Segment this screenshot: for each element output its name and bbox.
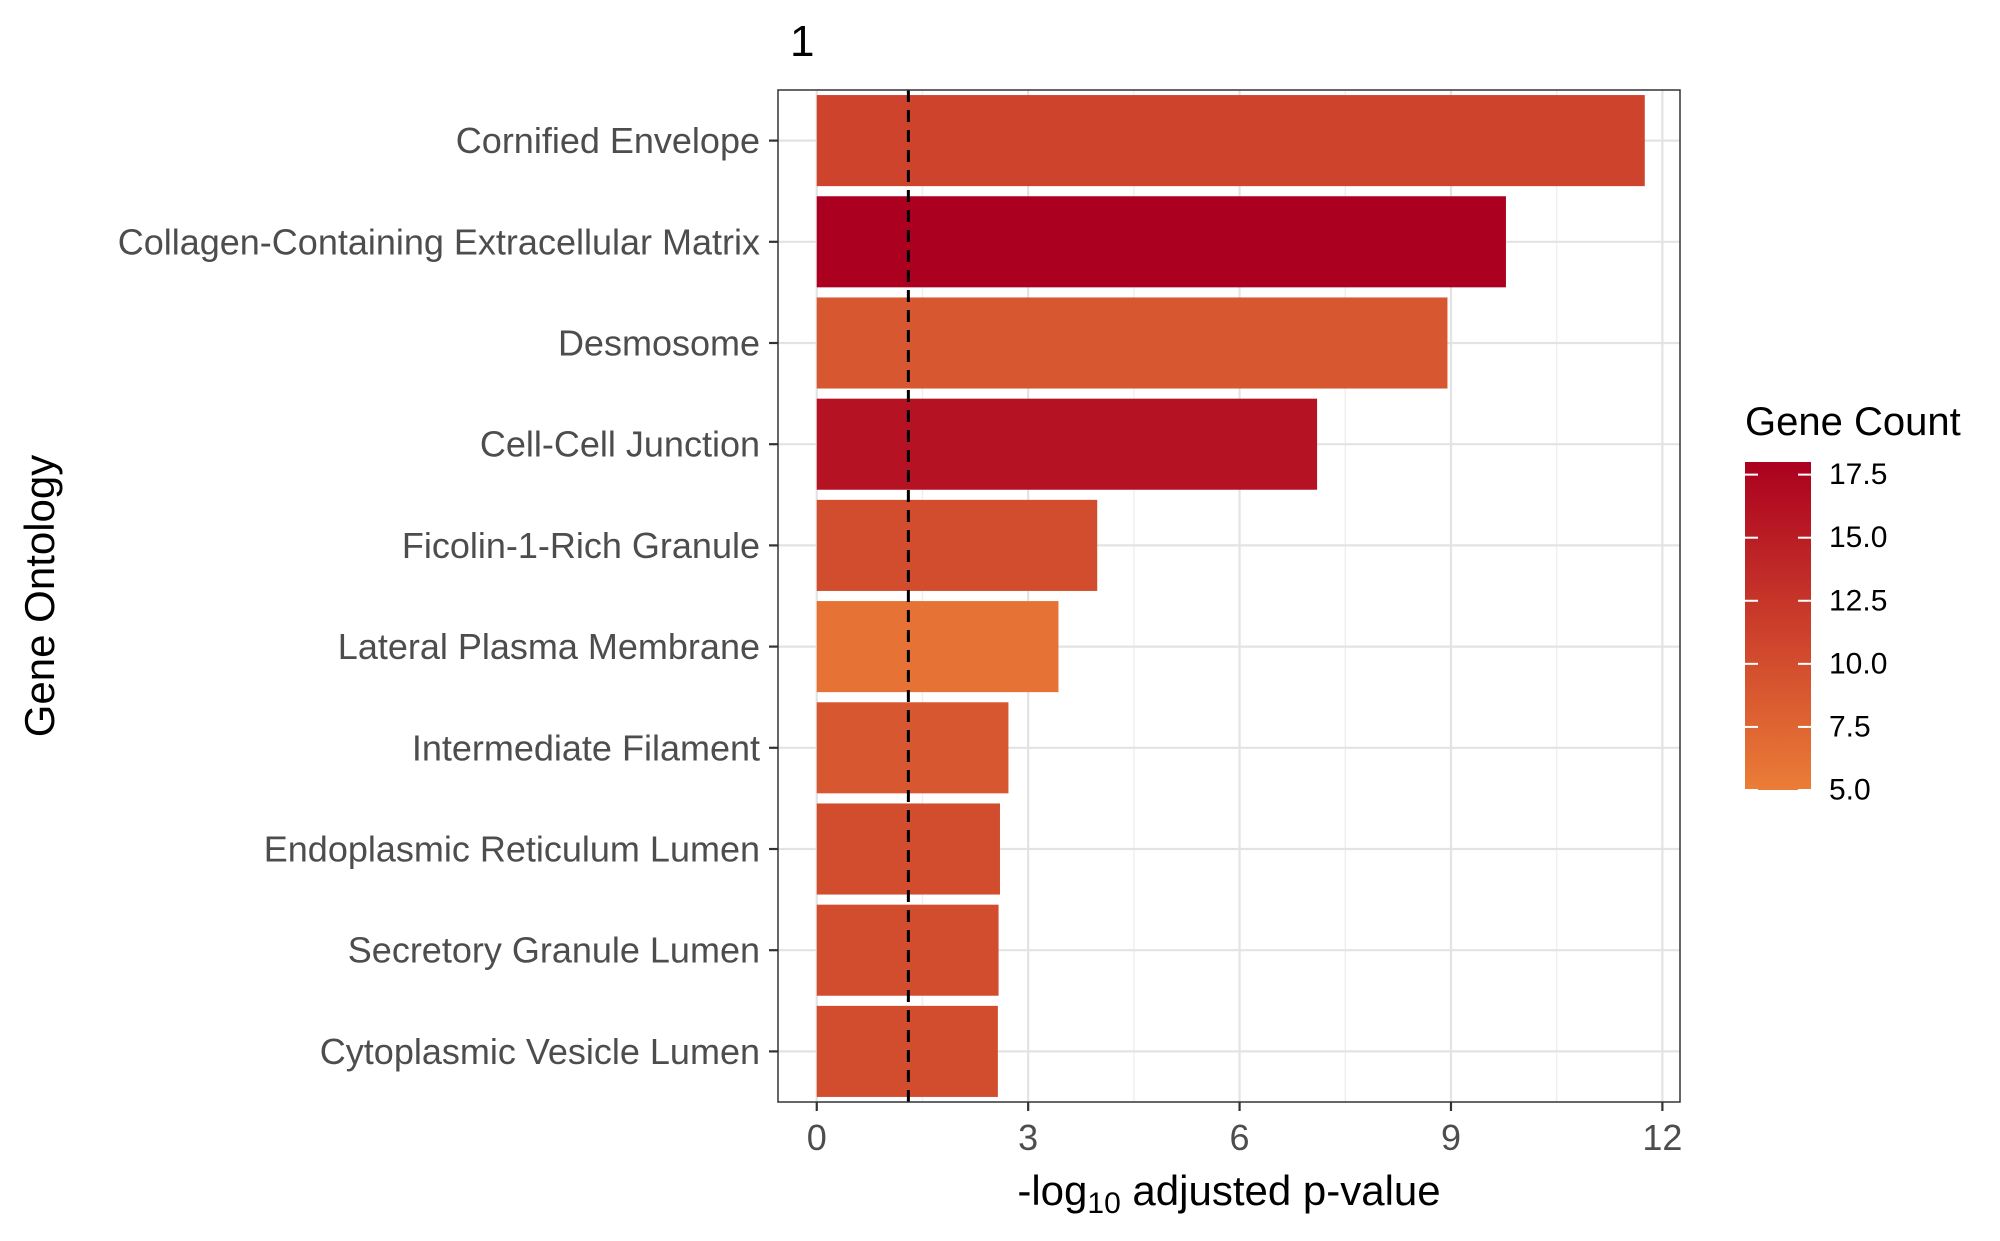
bar (816, 601, 1059, 693)
bar (816, 398, 1318, 490)
category-label: Collagen-Containing Extracellular Matrix (118, 221, 760, 262)
category-label: Cell-Cell Junction (480, 424, 760, 465)
y-axis-title: Gene Ontology (16, 455, 63, 738)
color-legend: Gene Count 17.5 15.0 12.5 10.0 7.5 5.0 (1745, 400, 1961, 807)
legend-colorbar (1745, 462, 1811, 790)
bar (816, 702, 1009, 794)
bar (816, 196, 1506, 288)
category-label: Desmosome (558, 323, 760, 364)
legend-tick-label: 12.5 (1829, 584, 1887, 617)
x-axis-title-suffix: adjusted p-value (1121, 1167, 1441, 1214)
category-label: Cornified Envelope (456, 120, 760, 161)
legend-tick-label: 5.0 (1829, 774, 1871, 807)
legend-tick-label: 7.5 (1829, 710, 1871, 743)
plot-panel-border (777, 89, 1681, 1103)
legend-tick-label: 10.0 (1829, 647, 1887, 680)
panel-label: 1 (790, 17, 814, 66)
x-axis-title-subscript: 10 (1087, 1187, 1120, 1220)
x-tick-label: 6 (1230, 1117, 1250, 1158)
bar (816, 95, 1645, 187)
x-tick-label: 9 (1441, 1117, 1461, 1158)
legend-tick-label: 17.5 (1829, 458, 1887, 491)
category-label: Ficolin-1-Rich Granule (402, 525, 760, 566)
x-tick-label: 0 (807, 1117, 827, 1158)
x-tick-label: 3 (1018, 1117, 1038, 1158)
y-axis-ticks: Cornified Envelope Collagen-Containing Ex… (118, 120, 778, 1072)
category-label: Endoplasmic Reticulum Lumen (264, 829, 760, 870)
x-axis-title: -log10 adjusted p-value (1017, 1167, 1440, 1220)
bar (816, 297, 1448, 389)
legend-title: Gene Count (1745, 400, 1961, 444)
legend-tick-label: 15.0 (1829, 521, 1887, 554)
bar (816, 499, 1098, 591)
bars (816, 95, 1645, 1097)
category-label: Intermediate Filament (412, 727, 760, 768)
x-axis-title-prefix: -log (1017, 1167, 1087, 1214)
category-label: Secretory Granule Lumen (348, 930, 760, 971)
x-axis-ticks: 0 3 6 9 12 (807, 1102, 1682, 1158)
category-label: Cytoplasmic Vesicle Lumen (320, 1031, 760, 1072)
legend-ticks: 17.5 15.0 12.5 10.0 7.5 5.0 (1745, 458, 1887, 807)
category-label: Lateral Plasma Membrane (338, 626, 760, 667)
x-tick-label: 12 (1642, 1117, 1682, 1158)
